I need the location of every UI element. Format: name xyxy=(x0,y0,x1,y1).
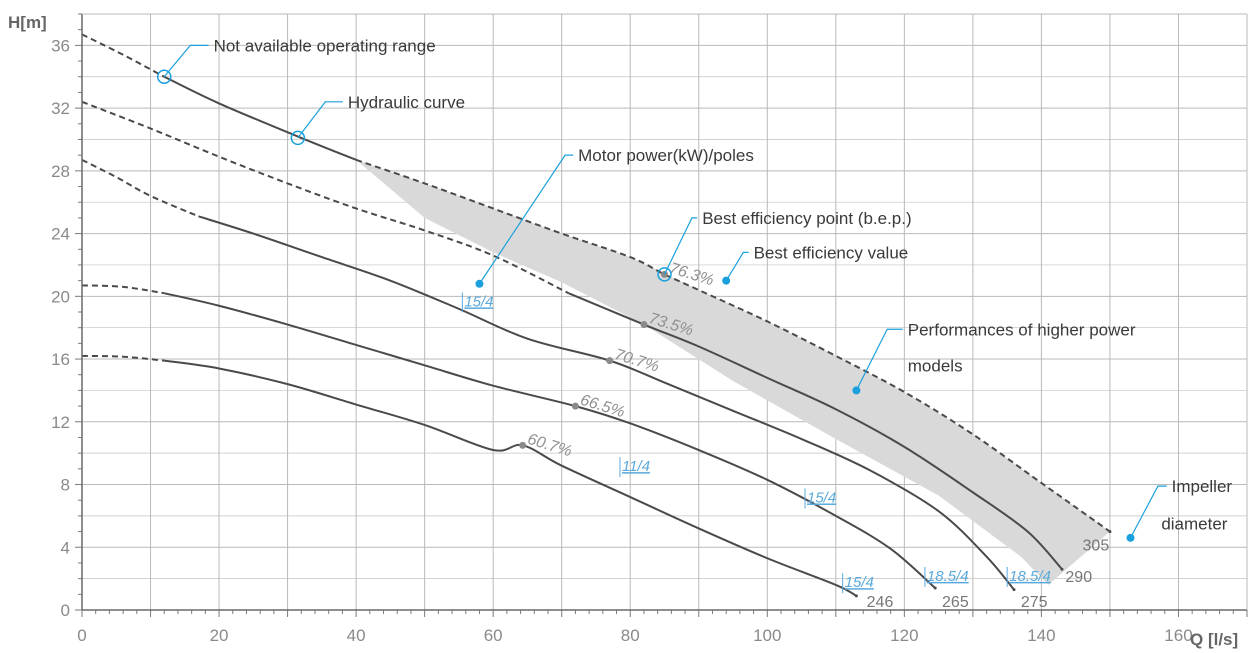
curve-246-dashed xyxy=(81,354,165,362)
annotation-leader xyxy=(478,154,574,285)
motor-power-label: 11/4 xyxy=(622,458,650,475)
curve-265-dashed xyxy=(81,284,165,295)
higher-power-models-area xyxy=(356,159,1110,585)
curve-305-dashed xyxy=(81,33,165,78)
curve-end-point xyxy=(1060,567,1064,571)
annotation-text: Impeller xyxy=(1172,477,1233,496)
annotation-marker xyxy=(852,386,861,395)
y-tick-label: 20 xyxy=(51,287,70,306)
y-axis-label: H[m] xyxy=(8,13,47,32)
annotation-text-line2: models xyxy=(908,356,963,375)
annotations: Not available operating range Hydraulic c… xyxy=(156,36,1233,542)
annotation-leader xyxy=(163,44,209,78)
annotation-marker xyxy=(1126,533,1135,542)
annotation-marker xyxy=(722,276,731,285)
x-tick-label: 60 xyxy=(484,626,503,645)
y-tick-label: 0 xyxy=(61,601,70,620)
y-tick-label: 16 xyxy=(51,350,70,369)
x-tick-label: 120 xyxy=(890,626,918,645)
impeller-diameter-label: 275 xyxy=(1021,594,1048,611)
y-tick-label: 32 xyxy=(51,99,70,118)
curve-end-point xyxy=(933,586,937,590)
x-tick-label: 160 xyxy=(1164,626,1192,645)
x-tick-label: 100 xyxy=(753,626,781,645)
y-tick-label: 12 xyxy=(51,413,70,432)
axes: 0 20 40 60 80 100 120 140 160 0 4 8 12 16 20 24 28 32 36 xyxy=(51,13,1248,645)
annotation-text: Best efficiency value xyxy=(754,243,909,262)
annotation-leader xyxy=(1129,485,1167,539)
x-tick-label: 0 xyxy=(77,626,86,645)
curve-305-dashed-end xyxy=(355,158,1111,533)
curve-305 xyxy=(163,75,357,161)
hydraulic-curves xyxy=(81,33,1112,598)
chart-labels: 60.7%15/411/466.5%18.5/415/470.7%18.5/41… xyxy=(461,260,1110,611)
curve-end-point xyxy=(1012,588,1016,592)
y-tick-label: 28 xyxy=(51,162,70,181)
impeller-diameter-label: 265 xyxy=(942,594,969,611)
curve-275 xyxy=(198,215,1015,591)
y-tick-label: 4 xyxy=(61,538,70,557)
impeller-diameter-label: 246 xyxy=(867,594,894,611)
curve-290-dashed xyxy=(81,100,570,295)
annotation-marker xyxy=(475,279,484,288)
curve-end-point xyxy=(854,594,858,598)
annotation-text-line2: diameter xyxy=(1161,515,1227,534)
curve-246 xyxy=(164,359,857,597)
annotation-text: Hydraulic curve xyxy=(348,93,465,112)
higher-power-region xyxy=(356,159,1110,585)
impeller-diameter-label: 305 xyxy=(1083,537,1110,554)
bep-marker xyxy=(571,402,579,410)
y-tick-label: 24 xyxy=(51,225,70,244)
annotation-leader xyxy=(725,251,749,281)
motor-power-label: 18.5/4 xyxy=(1009,568,1051,585)
y-tick-label: 8 xyxy=(61,476,70,495)
annotation-leader xyxy=(663,217,698,275)
bep-marker xyxy=(606,357,614,365)
curve-end-point xyxy=(1108,530,1112,534)
efficiency-label: 60.7% xyxy=(525,431,573,461)
motor-power-label: 15/4 xyxy=(807,489,836,506)
annotation-text: Motor power(kW)/poles xyxy=(578,146,754,165)
annotation-marker xyxy=(290,130,306,146)
impeller-diameter-label: 290 xyxy=(1065,569,1092,586)
annotation-text: Performances of higher power xyxy=(908,320,1136,339)
x-axis-label: Q [l/s] xyxy=(1190,630,1238,649)
y-tick-label: 36 xyxy=(51,36,70,55)
bep-marker xyxy=(640,321,648,329)
bep-marker xyxy=(519,441,527,449)
x-tick-label: 80 xyxy=(621,626,640,645)
annotation-leader xyxy=(297,101,343,139)
curve-290 xyxy=(568,292,1063,570)
annotation-text: Not available operating range xyxy=(214,36,436,55)
x-tick-label: 20 xyxy=(210,626,229,645)
efficiency-label: 66.5% xyxy=(578,392,626,422)
motor-power-label: 15/4 xyxy=(464,293,493,310)
curve-275-dashed xyxy=(81,158,199,218)
motor-power-label: 18.5/4 xyxy=(927,568,969,585)
annotation-text: Best efficiency point (b.e.p.) xyxy=(702,209,911,228)
x-tick-label: 140 xyxy=(1027,626,1055,645)
motor-power-label: 15/4 xyxy=(845,574,874,591)
annotation-marker xyxy=(657,267,672,282)
annotation-marker xyxy=(156,69,172,84)
x-tick-label: 40 xyxy=(347,626,366,645)
annotation-leader xyxy=(855,328,903,391)
